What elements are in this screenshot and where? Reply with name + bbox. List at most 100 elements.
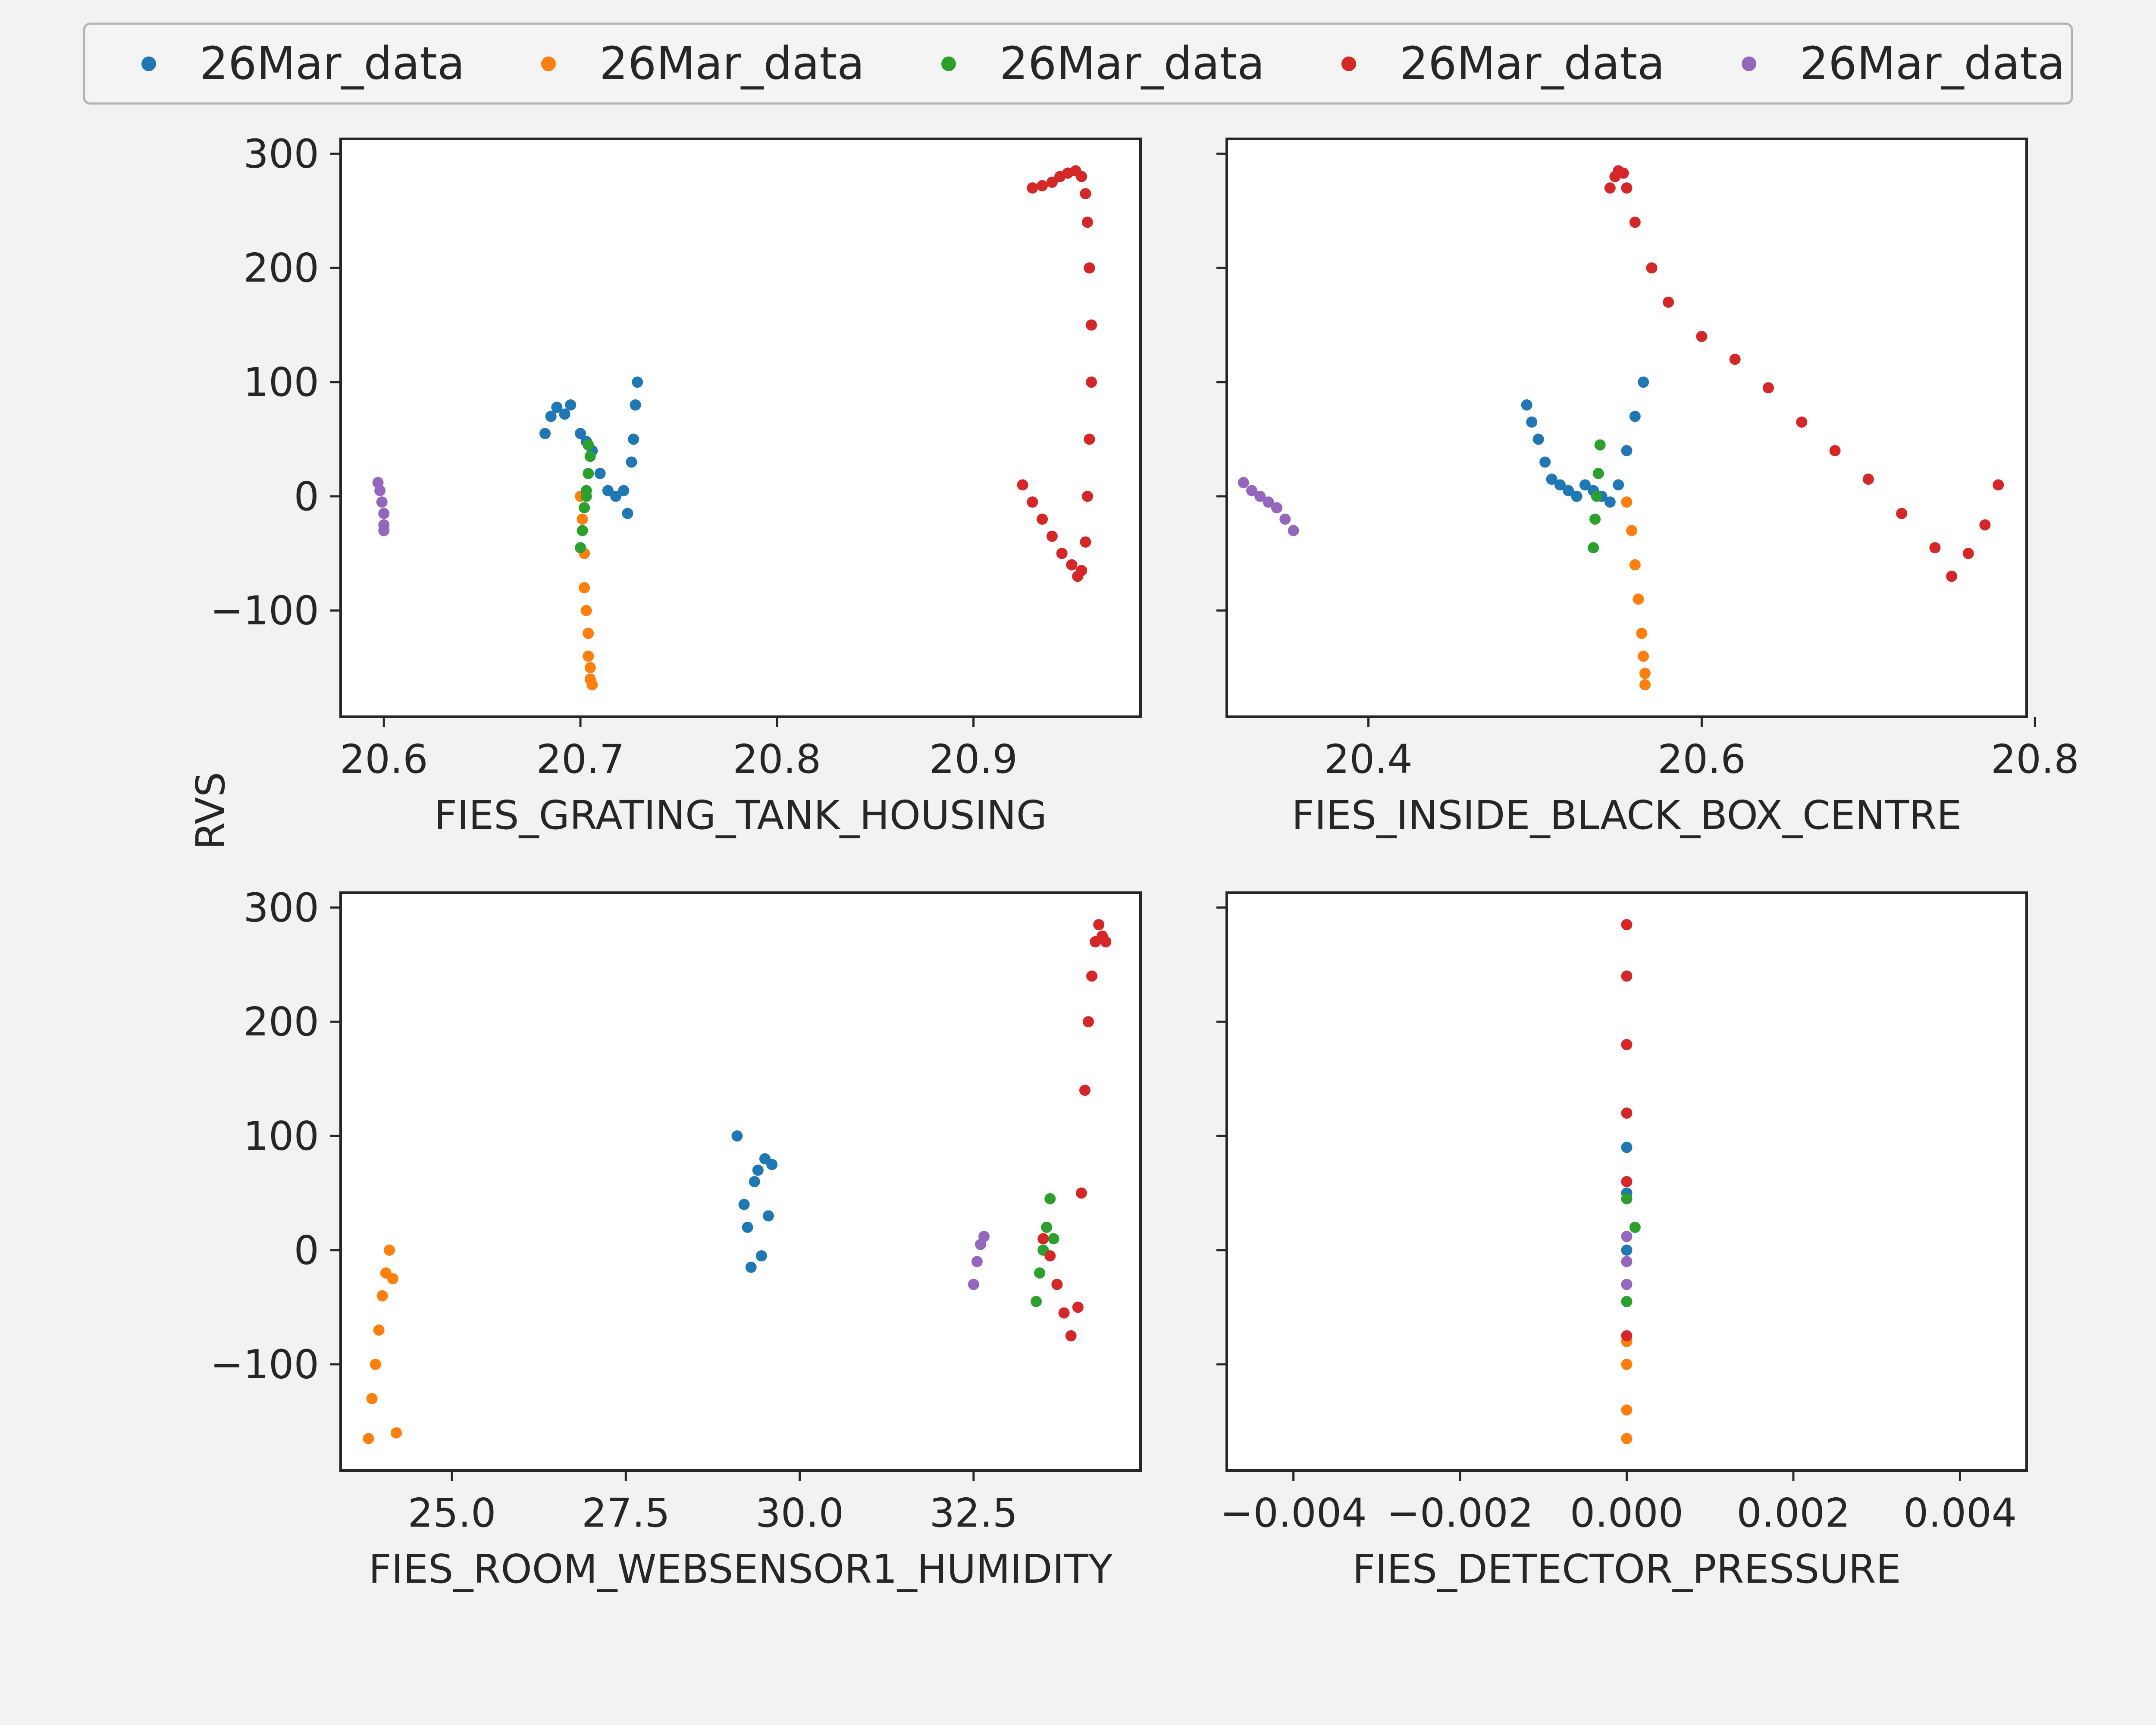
data-point xyxy=(366,1393,378,1405)
data-point xyxy=(745,1261,757,1273)
data-point xyxy=(378,508,390,519)
data-point xyxy=(1238,477,1249,489)
x-tick-label: 25.0 xyxy=(408,1490,496,1536)
data-point xyxy=(1621,919,1633,931)
y-axis-label: RVS xyxy=(188,772,234,850)
data-point xyxy=(1080,188,1091,200)
data-point xyxy=(1592,467,1604,479)
data-point xyxy=(1638,650,1649,662)
legend-label: 26Mar_data xyxy=(200,37,465,90)
data-point xyxy=(551,401,563,413)
data-point xyxy=(1636,627,1648,639)
data-point xyxy=(565,399,577,411)
x-tick-label: 0.000 xyxy=(1570,1490,1683,1536)
data-point xyxy=(1621,496,1633,508)
data-point xyxy=(1075,1187,1087,1199)
data-point xyxy=(580,490,592,502)
data-point xyxy=(1696,331,1708,342)
data-point xyxy=(580,605,592,616)
data-point xyxy=(1080,536,1091,548)
axes-frame xyxy=(339,891,1142,1472)
legend-marker xyxy=(541,56,556,71)
data-point xyxy=(577,525,588,536)
x-axis-label: FIES_GRATING_TANK_HOUSING xyxy=(434,792,1047,838)
data-point xyxy=(978,1231,990,1242)
y-tick-label: 100 xyxy=(243,359,319,405)
x-tick-label: 32.5 xyxy=(929,1490,1018,1536)
plot-area xyxy=(1227,139,2027,717)
data-point xyxy=(1604,182,1616,194)
data-point xyxy=(1539,456,1551,468)
data-point xyxy=(1084,262,1095,274)
data-point xyxy=(1626,525,1638,536)
data-points xyxy=(372,165,1097,690)
data-point xyxy=(387,1273,398,1285)
data-point xyxy=(579,502,590,514)
legend-entry: 26Mar_data xyxy=(941,37,1265,90)
data-point xyxy=(1621,1358,1633,1370)
axes-frame xyxy=(1225,138,2028,718)
subplot-grating-tank-housing: 20.6 20.7 20.8 20.9 300 200 100 0 −100 FIES_GRATI… xyxy=(210,131,1142,838)
data-point xyxy=(584,662,596,674)
data-point xyxy=(577,513,588,525)
data-point xyxy=(738,1198,750,1210)
data-point xyxy=(373,1324,385,1336)
data-point xyxy=(1993,479,2004,491)
data-point xyxy=(1946,571,1958,582)
data-point xyxy=(1100,936,1112,947)
subplot-room-websensor1-humidity: 25.0 27.5 30.0 32.5 300 200 100 0 −100 FIES_ROOM_… xyxy=(210,884,1142,1592)
data-point xyxy=(1629,411,1641,422)
data-point xyxy=(1065,1330,1077,1342)
data-point xyxy=(1621,970,1633,982)
data-point xyxy=(622,508,633,519)
data-point xyxy=(1588,542,1599,554)
data-point xyxy=(632,376,643,388)
axes-frame xyxy=(339,138,1142,718)
data-point xyxy=(1621,445,1633,456)
y-tick-label: −100 xyxy=(210,588,319,634)
data-point xyxy=(583,627,594,639)
data-point xyxy=(763,1210,774,1222)
data-point xyxy=(1729,354,1741,365)
y-tick-label: 0 xyxy=(294,474,319,520)
x-tick-label: 20.4 xyxy=(1324,736,1413,782)
data-point xyxy=(1663,296,1674,308)
x-tick-label: −0.002 xyxy=(1387,1490,1533,1536)
data-point xyxy=(1621,1193,1633,1204)
data-point xyxy=(1521,399,1532,411)
data-point xyxy=(1066,559,1078,571)
data-point xyxy=(1629,216,1641,228)
data-point xyxy=(391,1427,402,1439)
x-tick-label: 20.6 xyxy=(1658,736,1746,782)
data-point xyxy=(1621,1404,1633,1416)
x-tick-label: 20.8 xyxy=(733,736,821,782)
data-point xyxy=(374,485,386,496)
data-point xyxy=(749,1176,760,1187)
y-tick-label: 200 xyxy=(243,999,319,1045)
data-point xyxy=(1058,1307,1070,1319)
data-point xyxy=(971,1256,983,1267)
data-point xyxy=(1554,479,1566,491)
data-point xyxy=(1086,319,1097,331)
x-tick-label: 20.6 xyxy=(340,736,428,782)
x-axis-label: FIES_INSIDE_BLACK_BOX_CENTRE xyxy=(1292,792,1962,838)
plot-area xyxy=(341,893,1141,1471)
data-point xyxy=(1081,490,1093,502)
y-tick-label: 300 xyxy=(243,131,319,177)
x-axis-label: FIES_ROOM_WEBSENSOR1_HUMIDITY xyxy=(369,1546,1113,1592)
data-point xyxy=(1079,1085,1091,1096)
data-point xyxy=(1638,376,1649,388)
y-tick-label: −100 xyxy=(210,1342,319,1388)
data-point xyxy=(1621,182,1633,194)
data-point xyxy=(1072,1302,1084,1313)
legend-marker xyxy=(141,56,156,71)
x-tick-label: 30.0 xyxy=(755,1490,844,1536)
data-point xyxy=(586,679,598,690)
y-tick-label: 100 xyxy=(243,1113,319,1159)
data-point xyxy=(1621,1433,1633,1444)
data-point xyxy=(1263,496,1274,508)
data-point xyxy=(1796,416,1808,428)
data-point xyxy=(1246,485,1257,496)
data-point xyxy=(731,1130,743,1142)
data-point xyxy=(584,451,596,462)
